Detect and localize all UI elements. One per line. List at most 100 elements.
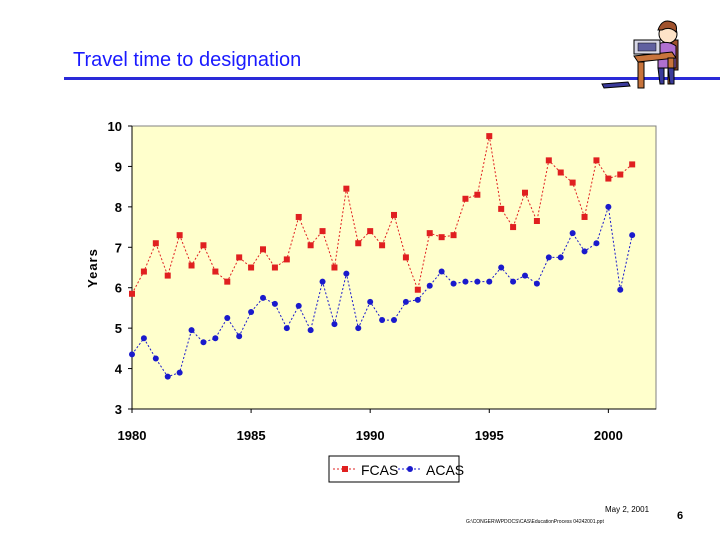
data-point-fcas (391, 211, 397, 218)
data-point-fcas (498, 205, 505, 212)
data-point-fcas (379, 242, 386, 249)
data-point-acas (605, 203, 612, 210)
data-point-fcas (545, 157, 552, 164)
data-point-fcas (319, 228, 326, 235)
data-point-acas (152, 355, 159, 362)
data-point-fcas (260, 246, 266, 253)
data-point-acas (617, 286, 624, 293)
footer-file-path: G:\CONGER\WPDOCS\CAS\EducationProcess 04… (466, 519, 604, 525)
data-point-fcas (283, 256, 290, 263)
data-point-fcas (367, 228, 374, 235)
data-point-fcas (462, 195, 469, 202)
slide-title: Travel time to designation (73, 49, 302, 71)
data-point-acas (188, 327, 195, 334)
data-point-acas (248, 308, 255, 315)
data-point-fcas (414, 286, 421, 293)
y-tick-label: 4 (115, 362, 123, 377)
data-point-fcas (355, 240, 362, 247)
data-point-acas (271, 300, 278, 307)
data-point-fcas (593, 157, 600, 164)
data-point-acas (260, 294, 266, 301)
data-point-acas (629, 232, 636, 239)
data-point-fcas (426, 230, 433, 237)
data-point-fcas (569, 179, 576, 186)
data-point-acas (438, 268, 445, 275)
data-point-acas (319, 278, 326, 285)
data-point-acas (533, 280, 540, 287)
data-point-fcas (557, 169, 564, 176)
y-axis-label: Years (85, 248, 100, 288)
data-point-acas (569, 230, 576, 237)
data-point-acas (498, 264, 505, 271)
data-point-fcas (129, 290, 135, 297)
data-point-fcas (307, 242, 314, 249)
data-point-acas (557, 254, 564, 261)
x-tick-label: 1990 (356, 428, 385, 443)
data-point-fcas (450, 232, 457, 239)
data-point-acas (236, 333, 243, 340)
y-tick-label: 3 (115, 402, 122, 417)
data-point-acas (486, 278, 493, 285)
data-point-fcas (164, 272, 171, 279)
data-point-fcas (140, 268, 147, 275)
y-tick-label: 8 (115, 200, 122, 215)
data-point-fcas (605, 175, 612, 182)
y-tick-label: 10 (108, 119, 122, 134)
data-point-fcas (522, 189, 528, 196)
title-rule (64, 77, 720, 80)
legend-marker-fcas (342, 466, 348, 472)
data-point-fcas (533, 218, 540, 225)
data-point-fcas (331, 264, 338, 271)
data-point-acas (212, 335, 219, 342)
y-tick-label: 6 (115, 281, 122, 296)
x-tick-label: 1995 (475, 428, 504, 443)
chart-legend: FCAS ACAS (328, 455, 464, 483)
data-point-fcas (176, 232, 183, 239)
data-point-acas (450, 280, 457, 287)
data-point-fcas (271, 264, 278, 271)
data-point-acas (581, 248, 588, 255)
data-point-fcas (486, 133, 493, 140)
data-point-acas (176, 369, 183, 376)
legend-label-acas: ACAS (426, 462, 464, 478)
y-tick-label: 7 (115, 240, 122, 255)
data-point-acas (426, 282, 433, 289)
x-tick-label: 1980 (118, 428, 147, 443)
data-point-fcas (510, 224, 517, 231)
data-point-fcas (581, 213, 588, 220)
data-point-acas (367, 298, 374, 305)
data-point-acas (283, 325, 290, 332)
data-point-acas (391, 317, 397, 324)
data-point-acas (331, 321, 338, 328)
legend-marker-acas (407, 466, 413, 472)
series-fcas (129, 133, 636, 297)
legend-label-fcas: FCAS (361, 462, 398, 478)
chart-axes: 3 4 5 6 7 8 9 10 1980 1985 1990 1995 2000 (108, 119, 656, 443)
data-point-acas (355, 325, 362, 332)
page-number: 6 (677, 510, 684, 522)
data-point-acas (343, 270, 350, 277)
data-point-acas (402, 298, 409, 305)
data-point-acas (593, 240, 600, 247)
series-acas (129, 203, 636, 380)
data-point-acas (379, 317, 386, 324)
data-point-fcas (248, 264, 255, 271)
data-point-fcas (402, 254, 409, 261)
series-layer (129, 133, 636, 380)
data-point-fcas (152, 240, 159, 247)
data-point-acas (129, 351, 135, 358)
data-point-acas (200, 339, 207, 346)
data-point-acas (140, 335, 147, 342)
data-point-acas (474, 278, 481, 285)
data-point-acas (224, 315, 231, 322)
data-point-fcas (236, 254, 243, 261)
data-point-fcas (200, 242, 207, 249)
y-tick-label: 5 (115, 321, 122, 336)
plot-area (131, 125, 657, 410)
data-point-fcas (629, 161, 636, 168)
data-point-acas (510, 278, 517, 285)
data-point-acas (295, 302, 302, 309)
x-tick-label: 1985 (237, 428, 266, 443)
data-point-fcas (617, 171, 624, 178)
data-point-fcas (188, 262, 195, 269)
